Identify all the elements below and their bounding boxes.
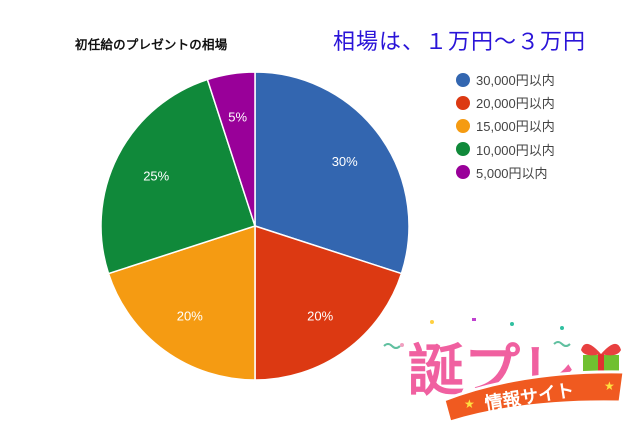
confetti-icon xyxy=(383,318,571,349)
legend-item[interactable]: 20,000円以内 xyxy=(456,91,555,114)
legend-label: 15,000円以内 xyxy=(476,119,555,135)
pie-slice[interactable] xyxy=(206,71,256,227)
legend-color-dot-icon xyxy=(456,72,470,87)
slice-percent-label: 30% xyxy=(332,154,358,169)
legend-color-dot-icon xyxy=(456,165,470,180)
legend-color-dot-icon xyxy=(456,142,470,157)
legend-color-dot-icon xyxy=(456,95,470,110)
slice-percent-label: 5% xyxy=(228,109,247,124)
slice-percent-label: 25% xyxy=(143,169,169,184)
legend-label: 20,000円以内 xyxy=(476,96,555,112)
legend-color-dot-icon xyxy=(456,118,470,133)
star-icon: ★ xyxy=(464,397,475,411)
slice-percent-label: 20% xyxy=(177,309,203,324)
legend-label: 5,000円以内 xyxy=(476,165,548,181)
chart-legend: 30,000円以内 20,000円以内 15,000円以内 10,000円以内 5,00… xyxy=(456,68,555,184)
chart-title: 初任給のプレゼントの相場 xyxy=(75,37,228,52)
legend-label: 10,000円以内 xyxy=(476,142,555,158)
pie-slice[interactable] xyxy=(254,71,410,275)
tanpure-logo: 誕プレ ★ ★ 情報サイト xyxy=(383,318,626,422)
legend-label: 30,000円以内 xyxy=(476,73,555,89)
legend-item[interactable]: 10,000円以内 xyxy=(456,138,555,161)
pie-slice[interactable] xyxy=(100,78,256,275)
pie-slice[interactable] xyxy=(254,224,403,381)
headline-summary: 相場は、１万円～３万円 xyxy=(333,30,587,55)
legend-item[interactable]: 5,000円以内 xyxy=(456,161,555,184)
star-icon: ★ xyxy=(604,379,615,393)
legend-item[interactable]: 15,000円以内 xyxy=(456,114,555,137)
slice-percent-label: 20% xyxy=(307,309,333,324)
pie-slice[interactable] xyxy=(107,224,256,381)
legend-item[interactable]: 30,000円以内 xyxy=(456,68,555,91)
